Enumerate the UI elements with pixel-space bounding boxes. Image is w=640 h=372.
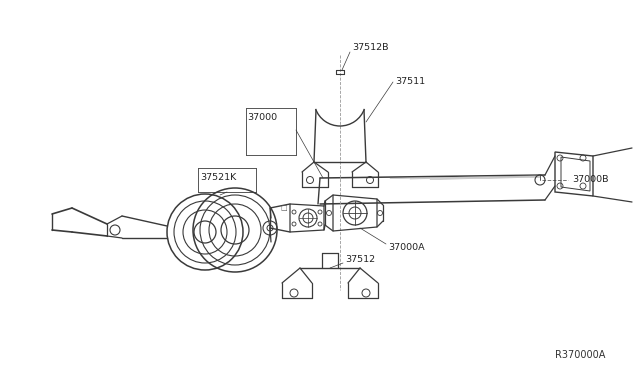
Text: R370000A: R370000A: [555, 350, 605, 360]
Text: 37512: 37512: [345, 256, 375, 264]
Text: 37000A: 37000A: [388, 244, 424, 253]
Text: 37000: 37000: [247, 113, 277, 122]
Text: 37512B: 37512B: [352, 44, 388, 52]
Text: 37511: 37511: [395, 77, 425, 87]
Text: □: □: [281, 205, 287, 211]
Text: 37521K: 37521K: [200, 173, 236, 183]
Text: 37000B: 37000B: [572, 176, 609, 185]
